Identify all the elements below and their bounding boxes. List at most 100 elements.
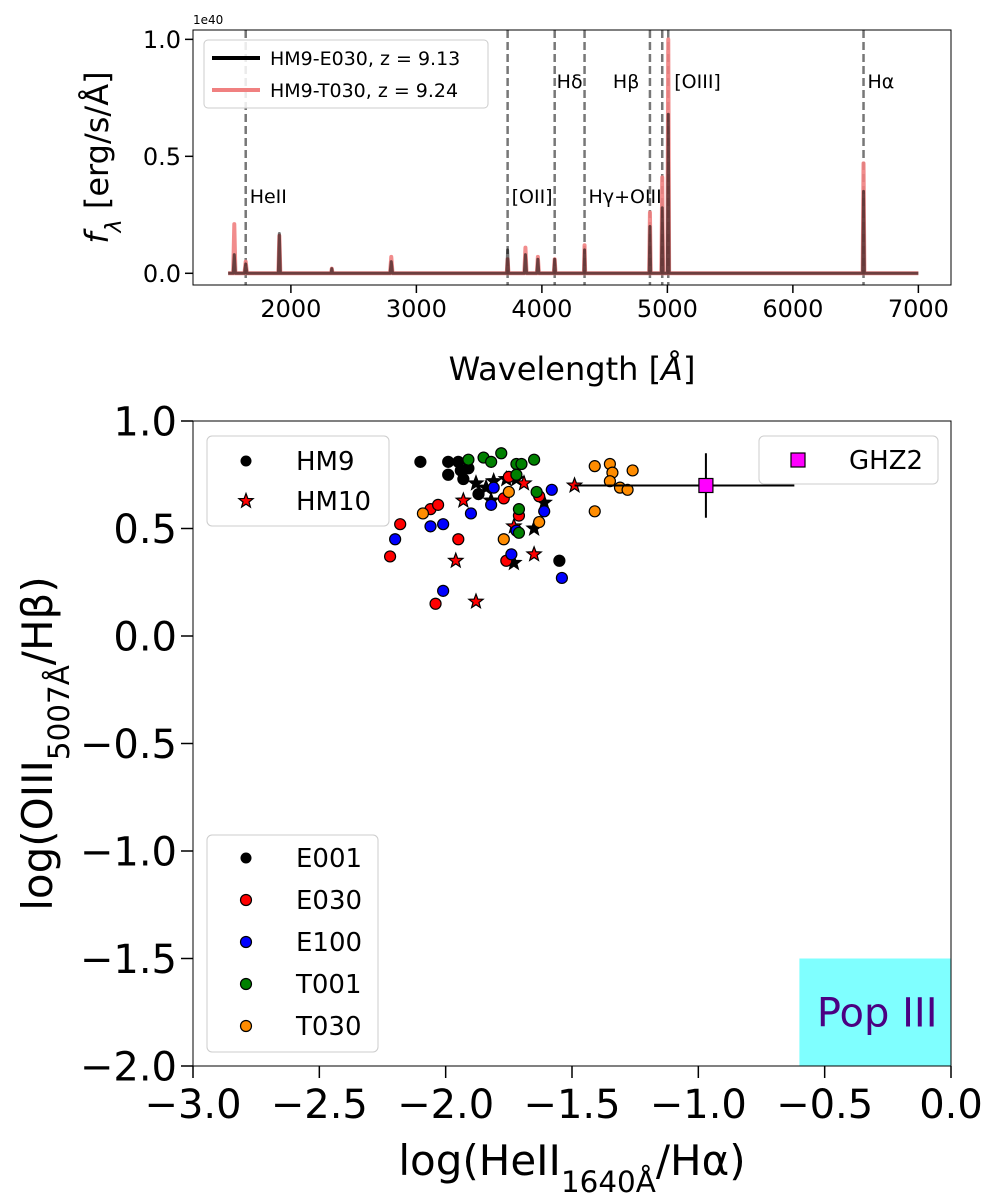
circle-point: [497, 533, 510, 546]
legend-label: HM10: [296, 487, 371, 517]
legend-marker: [240, 852, 252, 864]
x-tick-label: −1.0: [650, 1082, 747, 1128]
star-point: [525, 545, 543, 562]
axis-label-tail: [erg/s/Å]: [78, 71, 116, 219]
circle-point: [588, 505, 601, 518]
legend-label: T030: [295, 1012, 362, 1042]
circle-point: [437, 518, 450, 531]
legend-box: [758, 435, 939, 485]
x-tick-label: 6000: [762, 295, 823, 323]
x-tick-label: −0.5: [776, 1082, 873, 1128]
legend-label: HM9-E030, z = 9.13: [270, 48, 460, 70]
circle-point: [437, 584, 450, 597]
circle-point: [389, 533, 402, 546]
circle-point: [442, 455, 455, 468]
circle-point: [383, 550, 397, 563]
pop-iii-region: [799, 958, 951, 1066]
x-tick-label: 2000: [260, 295, 321, 323]
star-point: [447, 551, 465, 569]
y-tick-label: −1.5: [80, 937, 177, 983]
circle-point: [603, 475, 617, 488]
x-tick-label: −2.0: [397, 1082, 494, 1128]
circle-point: [538, 505, 551, 518]
legend-marker: [239, 1019, 253, 1033]
spectrum-line: [228, 112, 919, 275]
circle-point: [527, 453, 541, 466]
line-label: Hβ: [613, 71, 639, 93]
circle-point: [495, 447, 508, 460]
legend-marker: [790, 452, 806, 468]
star-point: [454, 491, 473, 509]
axis-label-sub: 5007Å: [41, 665, 76, 760]
circle-point: [442, 468, 455, 481]
y-tick-label: −2.0: [80, 1044, 177, 1090]
y-tick-label: 0.0: [143, 260, 181, 288]
circle-point: [485, 455, 498, 468]
axis-label-tail: /Hα): [656, 1136, 746, 1185]
axis-label: fλ [erg/s/Å]: [78, 71, 127, 243]
legend-label: E001: [296, 844, 362, 874]
circle-point: [424, 520, 437, 533]
axis-label: log(HeII1640Å/Hα): [398, 1136, 745, 1199]
line-label: [OII]: [512, 186, 553, 208]
circle-point: [588, 460, 601, 473]
axis-label-unit: Å: [659, 350, 683, 388]
circle-point: [457, 472, 470, 486]
legend-marker: [239, 977, 253, 991]
star-point: [467, 474, 485, 491]
legend-label: GHZ2: [849, 446, 923, 476]
x-tick-label: 4000: [511, 295, 572, 323]
y-tick-label: 0.0: [113, 614, 177, 660]
plot-frame: [192, 420, 952, 1067]
star-point: [565, 476, 584, 493]
axis-label-sub: λ: [102, 219, 127, 233]
y-tick-label: 1.0: [143, 26, 181, 54]
x-tick-label: −2.5: [271, 1082, 368, 1128]
axis-label-tail: /Hβ): [13, 576, 62, 665]
circle-point: [530, 485, 543, 499]
legend-label: E030: [296, 886, 362, 916]
circle-point: [510, 468, 523, 481]
x-tick-label: 7000: [888, 295, 949, 323]
circle-point: [502, 485, 515, 499]
line-label: Hδ: [557, 71, 583, 93]
line-label: [OIII]: [674, 71, 721, 93]
x-tick-label: 5000: [637, 295, 698, 323]
legend-marker: [237, 491, 255, 509]
circle-point: [621, 483, 634, 496]
y-tick-label: −1.0: [80, 829, 177, 875]
x-tick-label: −3.0: [144, 1082, 241, 1128]
legend-label: HM9-T030, z = 9.24: [270, 80, 458, 102]
legend-label: HM9: [296, 447, 355, 477]
circle-point: [416, 507, 430, 520]
plot-frame: [192, 29, 952, 286]
line-label: Hγ+OIII: [589, 186, 662, 208]
axis-label-main: Wavelength [: [449, 350, 661, 388]
circle-point: [487, 481, 500, 494]
star-point: [515, 474, 533, 491]
legend-marker: [239, 893, 253, 907]
axis-label-main: log(OIII: [13, 760, 62, 911]
y-tick-label: 1.0: [113, 399, 177, 445]
legend-marker: [239, 935, 253, 949]
y-tick-label: 0.5: [143, 143, 181, 171]
y-tick-label: 0.5: [113, 507, 177, 553]
circle-point: [533, 515, 546, 529]
x-tick-label: 0.0: [919, 1082, 983, 1128]
line-label: HeII: [250, 186, 287, 208]
circle-point: [414, 455, 427, 468]
legend-box: [203, 39, 489, 109]
circle-point: [505, 548, 518, 561]
circle-point: [626, 464, 639, 477]
legend-box: [206, 834, 379, 1053]
x-tick-label: −1.5: [523, 1082, 620, 1128]
line-label: Hα: [868, 71, 895, 93]
circle-point: [553, 554, 566, 567]
circle-point: [512, 503, 526, 516]
circle-point: [512, 526, 526, 539]
reference-point: [698, 477, 714, 494]
circle-point: [555, 571, 568, 585]
star-point: [467, 592, 485, 610]
axis-label: log(OIII5007Å/Hβ): [13, 576, 76, 910]
